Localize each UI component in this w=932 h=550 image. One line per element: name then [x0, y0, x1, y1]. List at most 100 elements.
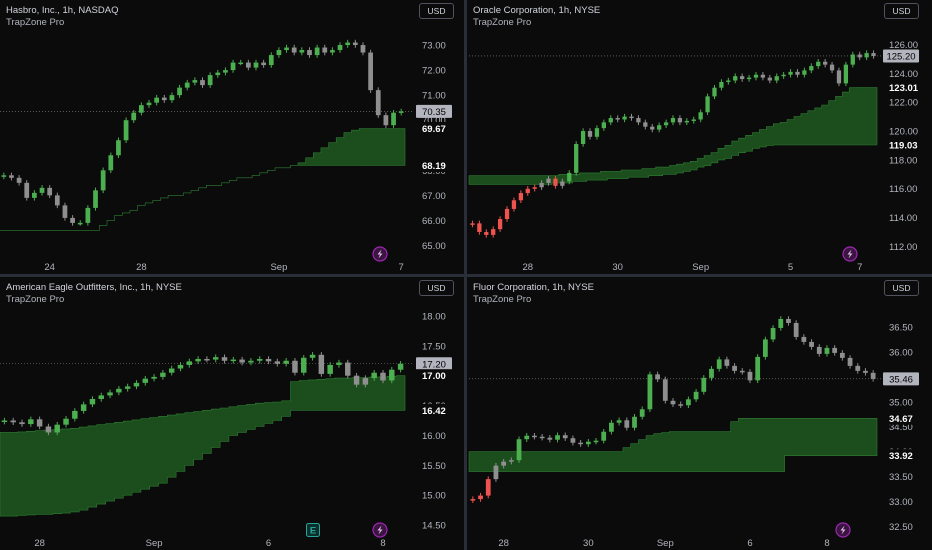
- currency-button[interactable]: USD: [884, 280, 919, 296]
- x-tick-label: Sep: [270, 262, 287, 273]
- y-tick-label: 67.00: [422, 191, 446, 202]
- candle-body: [760, 74, 766, 78]
- x-tick-label: Sep: [657, 538, 674, 549]
- y-tick-label: 65.00: [422, 241, 446, 252]
- symbol-title[interactable]: Hasbro, Inc., 1h, NASDAQ: [6, 5, 119, 16]
- lightning-icon[interactable]: [842, 246, 858, 262]
- candle-body: [636, 118, 641, 123]
- candle-body: [678, 404, 684, 406]
- trapzone-cloud: [468, 87, 878, 185]
- candle-body: [80, 404, 87, 411]
- candle-body: [726, 80, 731, 83]
- candle-body: [684, 120, 689, 123]
- candle-body: [774, 76, 779, 81]
- chart-panel-hasbro[interactable]: 73.0072.0071.0070.0068.0067.0066.0065.00…: [0, 0, 464, 274]
- candle-body: [501, 461, 507, 466]
- currency-button[interactable]: USD: [419, 280, 454, 296]
- candle-body: [615, 118, 620, 120]
- candle-body: [215, 72, 221, 76]
- symbol-title[interactable]: American Eagle Outfitters, Inc., 1h, NYS…: [6, 282, 182, 293]
- y-tick-label: 120.00: [889, 127, 918, 138]
- candle-body: [504, 208, 510, 220]
- candle-body: [383, 115, 389, 126]
- chart-panel-american-eagle[interactable]: 18.0017.5016.5016.0015.5015.0014.5028Sep…: [0, 277, 464, 550]
- candle-body: [524, 435, 530, 440]
- x-tick-label: Sep: [146, 538, 163, 549]
- indicator-name[interactable]: TrapZone Pro: [6, 294, 65, 305]
- chart-svg-american-eagle[interactable]: 18.0017.5016.5016.0015.5015.0014.5028Sep…: [0, 277, 464, 550]
- earnings-icon[interactable]: E: [306, 523, 320, 537]
- level-price-tag: [883, 411, 919, 425]
- candle-body: [578, 442, 584, 445]
- y-tick-label: 66.00: [422, 216, 446, 227]
- candle-body: [809, 341, 814, 347]
- level-price-label: 17.00: [422, 371, 446, 382]
- candle-body: [562, 435, 568, 439]
- candle-body: [212, 357, 219, 360]
- candle-body: [230, 359, 237, 362]
- candle-body: [532, 435, 537, 438]
- level-price-tag: [883, 449, 919, 463]
- current-price-label: 70.35: [422, 107, 446, 118]
- chart-panel-fluor[interactable]: 36.5036.0035.0034.5034.0033.5033.0032.50…: [467, 277, 932, 550]
- lightning-icon[interactable]: [372, 522, 388, 538]
- candle-body: [716, 359, 722, 369]
- candle-body: [301, 357, 307, 373]
- lightning-icon[interactable]: [835, 522, 851, 538]
- candle-body: [54, 424, 60, 433]
- level-price-label: 123.01: [889, 83, 919, 94]
- candle-body: [380, 372, 386, 381]
- currency-button[interactable]: USD: [884, 3, 919, 19]
- candle-body: [146, 102, 152, 106]
- candle-body: [516, 439, 522, 461]
- chart-svg-fluor[interactable]: 36.5036.0035.0034.5034.0033.5033.0032.50…: [467, 277, 932, 550]
- candle-body: [686, 399, 691, 406]
- candle-body: [245, 62, 251, 68]
- candle-body: [746, 77, 752, 80]
- candle-body: [45, 426, 52, 433]
- x-tick-label: 7: [399, 262, 404, 273]
- candle-body: [786, 318, 791, 323]
- candle-body: [567, 172, 572, 182]
- x-tick-label: Sep: [692, 262, 709, 273]
- trapzone-cloud: [0, 375, 406, 517]
- level-price-label: 34.67: [889, 414, 913, 425]
- candle-body: [855, 365, 861, 371]
- level-price-label: 33.92: [889, 451, 913, 462]
- currency-button[interactable]: USD: [419, 3, 454, 19]
- candle-body: [168, 368, 175, 373]
- indicator-name[interactable]: TrapZone Pro: [473, 294, 532, 305]
- trapzone-cloud: [0, 128, 406, 231]
- candle-body: [670, 118, 676, 123]
- lightning-icon[interactable]: [372, 246, 388, 262]
- symbol-title[interactable]: Oracle Corporation, 1h, NYSE: [473, 5, 601, 16]
- chart-panel-oracle[interactable]: 126.00 124.00 122.00 120.00 118.00 116.00 114.…: [467, 0, 932, 274]
- chart-svg-hasbro[interactable]: 73.0072.0071.0070.0068.0067.0066.0065.00…: [0, 0, 464, 274]
- x-tick-label: 6: [266, 538, 271, 549]
- candle-body: [337, 45, 343, 51]
- candle-body: [622, 116, 627, 120]
- current-price-tag: [883, 372, 919, 386]
- candle-body: [585, 441, 591, 445]
- candle-body: [192, 80, 198, 83]
- indicator-name[interactable]: TrapZone Pro: [473, 17, 532, 28]
- candle-body: [525, 188, 530, 194]
- y-tick-label: 15.00: [422, 491, 446, 502]
- candle-body: [1, 420, 8, 422]
- y-tick-label: 34.50: [889, 422, 913, 433]
- current-price-label: 125.20: [886, 51, 915, 62]
- candle-body: [268, 55, 274, 66]
- candle-body: [161, 97, 167, 101]
- y-tick-label: 116.00: [889, 184, 917, 195]
- y-tick-label: 71.00: [422, 91, 446, 102]
- candle-body: [570, 438, 576, 443]
- indicator-name[interactable]: TrapZone Pro: [6, 17, 65, 28]
- chart-svg-oracle[interactable]: 126.00 124.00 122.00 120.00 118.00 116.00 114.…: [467, 0, 932, 274]
- candle-body: [151, 376, 157, 379]
- candle-body: [336, 362, 342, 365]
- candle-body: [62, 205, 68, 218]
- candle-body: [478, 495, 483, 500]
- x-tick-label: 28: [498, 538, 509, 549]
- symbol-title[interactable]: Fluor Corporation, 1h, NYSE: [473, 282, 594, 293]
- candle-body: [693, 391, 699, 400]
